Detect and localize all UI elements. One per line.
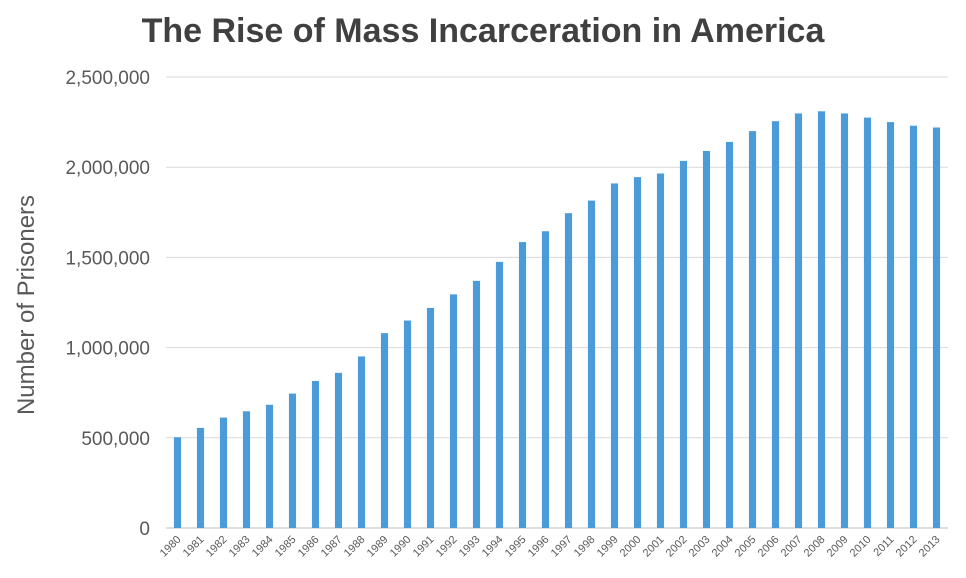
x-tick-label: 1984 [250,534,276,560]
bar-1995 [518,242,527,529]
x-tick-label: 2001 [641,534,667,560]
x-tick-label: 1996 [526,534,552,560]
y-tick-label: 0 [139,519,150,540]
bar-1993 [472,280,481,528]
x-tick-label: 1982 [204,534,230,560]
bar-1983 [242,411,251,528]
bar-2003 [702,150,711,529]
y-tick-label: 2,000,000 [65,158,150,179]
x-tick-label: 1990 [388,534,414,560]
x-tick-label: 1993 [457,534,483,560]
x-tick-label: 2005 [733,534,759,560]
bar-1985 [288,393,297,528]
chart-title: The Rise of Mass Incarceration in Americ… [141,12,825,50]
bar-2001 [656,173,665,528]
bar-2005 [748,131,757,528]
bar-1990 [403,320,412,528]
x-tick-label: 1994 [480,534,506,560]
bar-2013 [932,127,941,529]
x-tick-label: 1997 [549,534,575,560]
x-tick-label: 1981 [181,534,207,560]
bar-1989 [380,333,389,528]
x-tick-label: 2009 [825,534,851,560]
x-tick-label: 2013 [917,534,943,560]
bar-1988 [357,356,366,528]
x-tick-label: 2011 [871,534,896,559]
x-tick-label: 1998 [572,534,598,560]
bar-1991 [426,307,435,528]
x-tick-label: 2012 [894,534,920,560]
bar-1992 [449,294,458,528]
bar-1987 [334,372,343,528]
bar-2009 [840,113,849,529]
x-tick-label: 1989 [365,534,391,560]
y-tick-label: 2,500,000 [65,68,150,89]
bar-2010 [863,117,872,528]
x-tick-label: 1992 [434,534,460,560]
x-tick-label: 2008 [802,534,828,560]
x-tick-label: 2000 [618,534,644,560]
x-tick-label: 2007 [779,534,805,560]
x-tick-label: 2004 [710,534,736,560]
bar-2008 [817,111,826,528]
bar-2007 [794,113,803,529]
x-tick-label: 1983 [227,534,253,560]
bar-1997 [564,213,573,528]
bar-1984 [265,404,274,528]
bar-2011 [886,122,895,528]
bar-1999 [610,183,619,528]
bar-2004 [725,141,734,528]
bar-1996 [541,231,550,528]
gridlines [166,76,948,529]
bar-2006 [771,121,780,528]
bar-2000 [633,177,642,528]
x-tick-label: 1987 [319,534,345,560]
x-tick-label: 2006 [756,534,782,560]
bar-1982 [219,417,228,528]
x-tick-label: 1999 [595,534,621,560]
x-tick-label: 1985 [273,534,299,560]
y-axis-ticks: 0 500,000 1,000,000 1,500,000 2,000,000 2,500… [65,68,150,540]
x-tick-label: 1986 [296,534,322,560]
x-tick-label: 1988 [342,534,368,560]
y-tick-label: 500,000 [81,429,150,450]
bar-1998 [587,200,596,528]
y-axis-label: Number of Prisoners [13,195,40,415]
x-tick-label: 1980 [158,534,184,560]
bar-1981 [196,427,205,528]
bars [173,111,941,529]
bar-1980 [173,437,182,528]
bar-2012 [909,125,918,528]
bar-1986 [311,380,320,528]
bar-2002 [679,160,688,529]
y-tick-label: 1,500,000 [65,248,150,269]
bar-1994 [495,261,504,528]
x-tick-label: 2002 [664,534,690,560]
x-tick-label: 2010 [848,534,874,560]
x-axis-ticks: 1980198119821983198419851986198719881989… [158,534,943,560]
x-tick-label: 2003 [687,534,713,560]
x-tick-label: 1995 [503,534,529,560]
x-tick-label: 1991 [411,534,437,560]
y-tick-label: 1,000,000 [65,339,150,360]
